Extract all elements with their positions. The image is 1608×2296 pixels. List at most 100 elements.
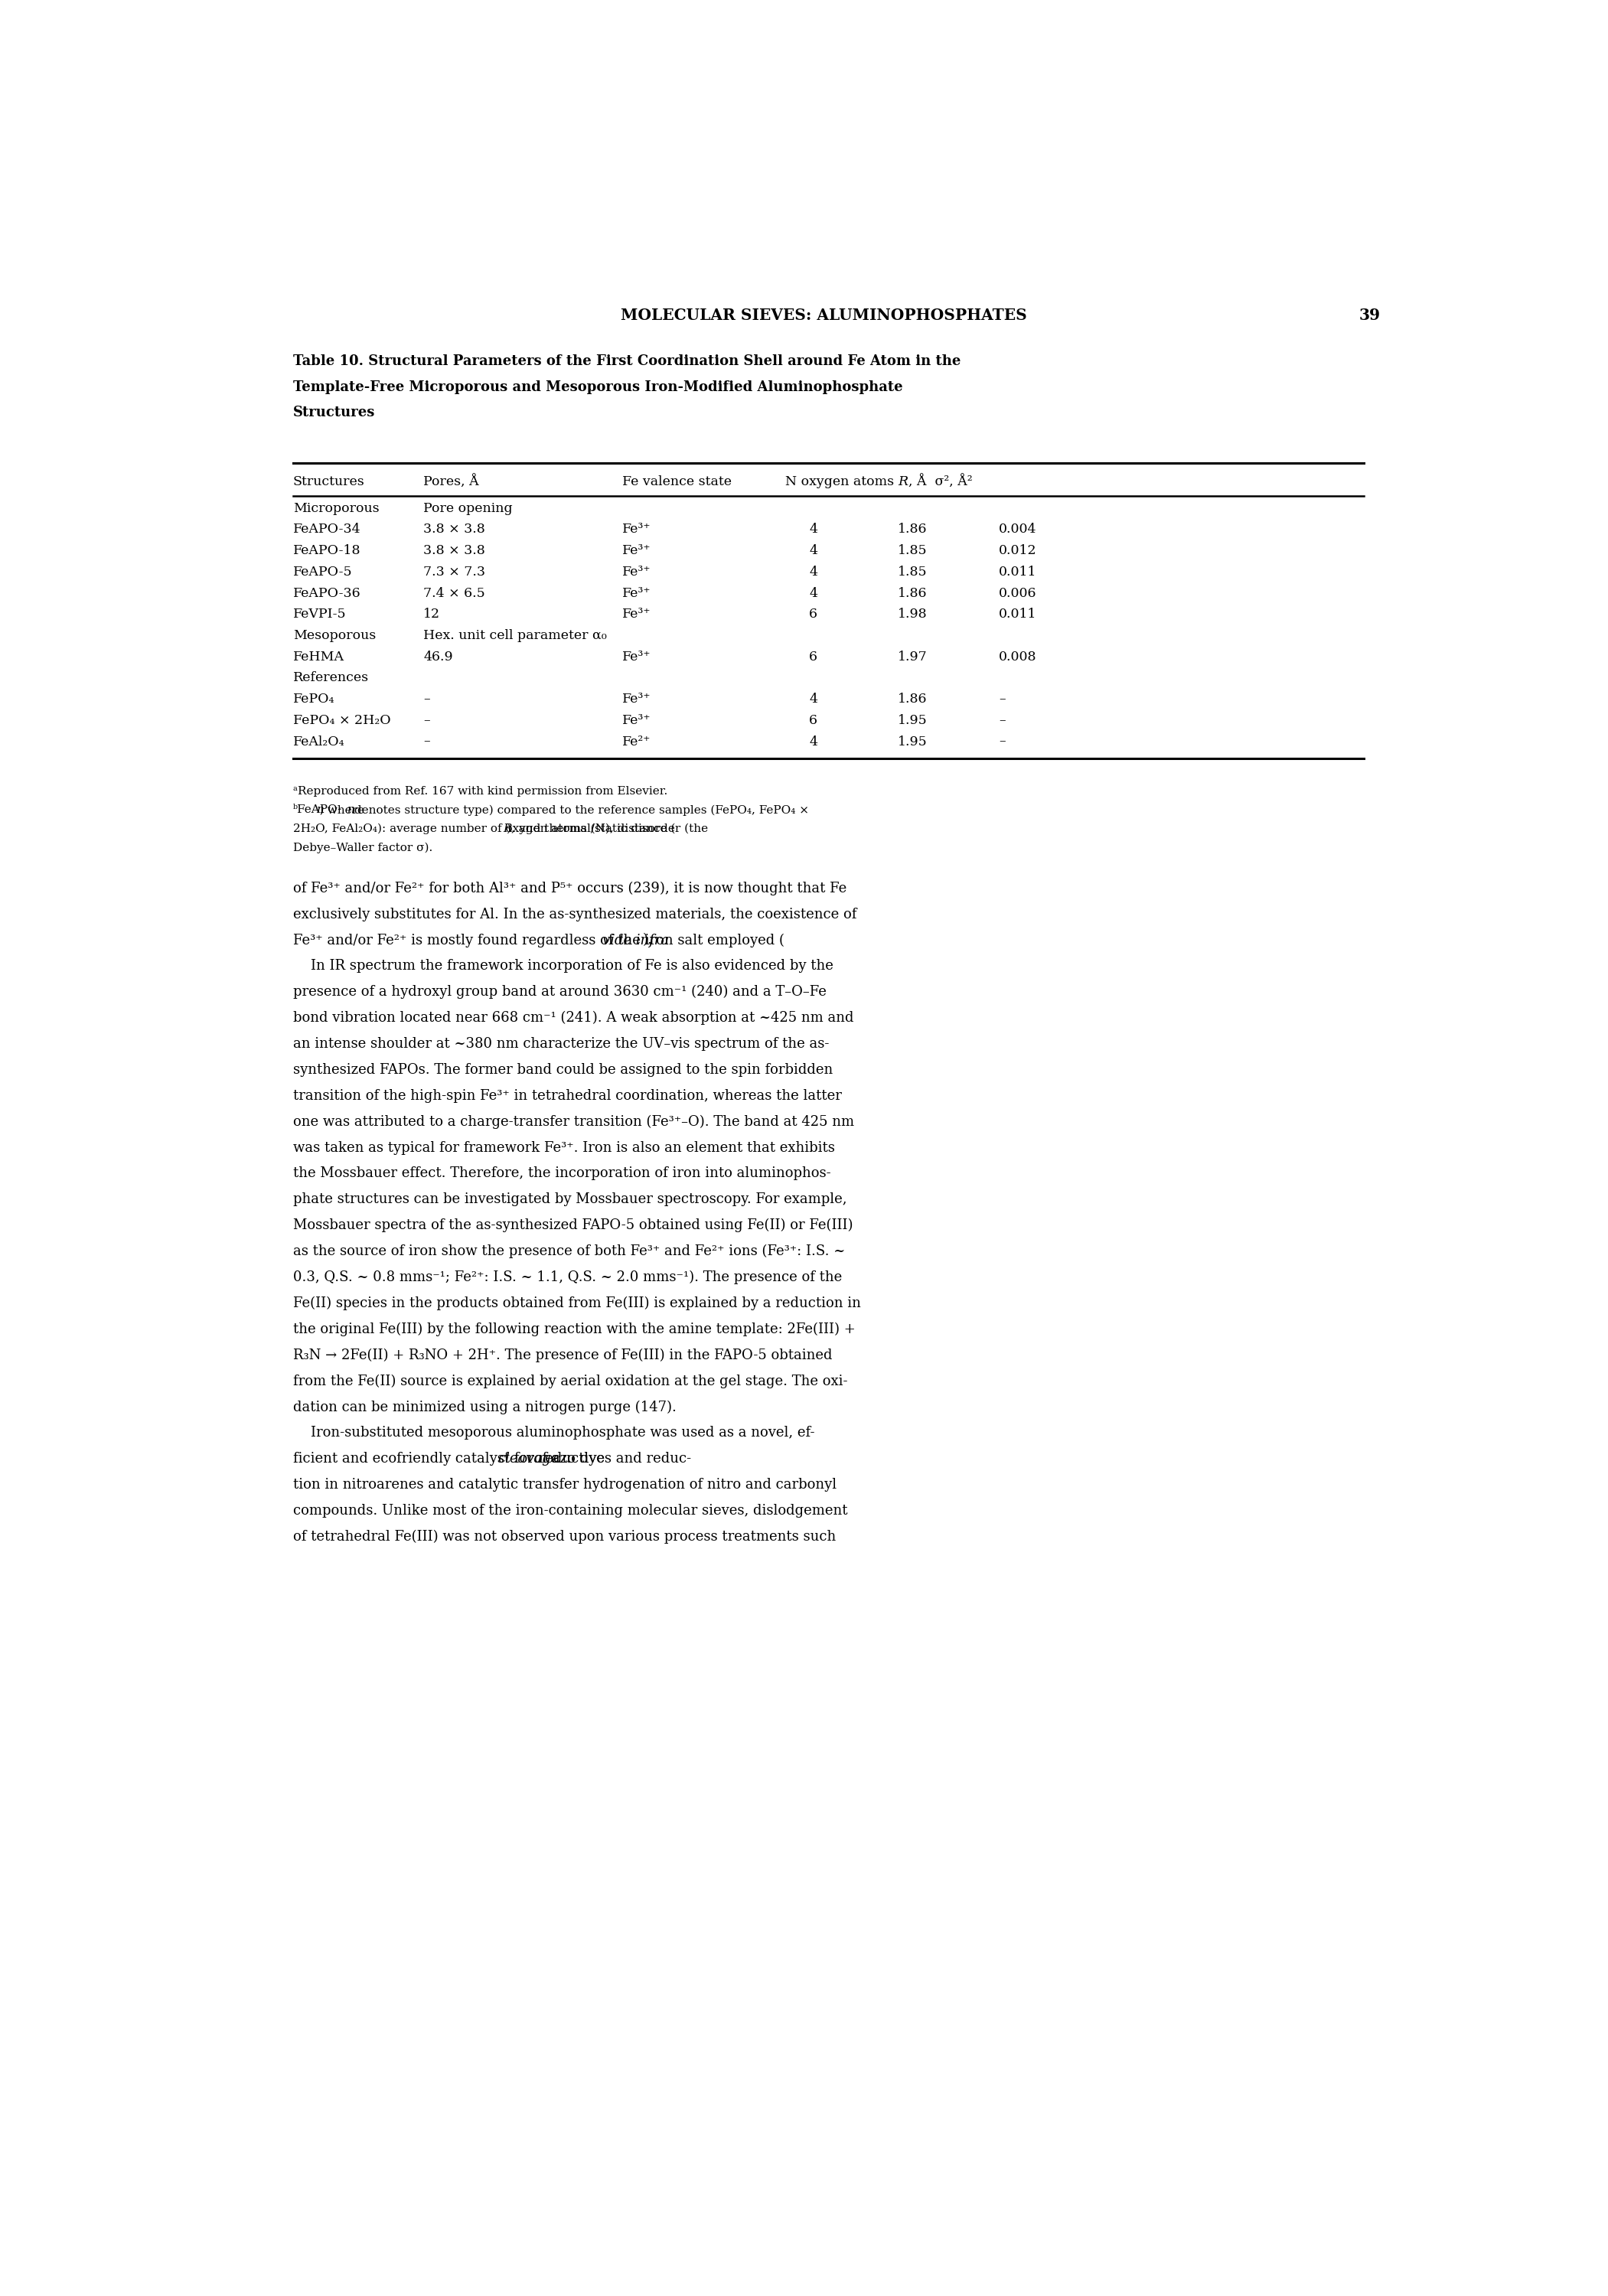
Text: Fe³⁺ and/or Fe²⁺ is mostly found regardless of the iron salt employed (: Fe³⁺ and/or Fe²⁺ is mostly found regardl…	[293, 932, 785, 948]
Text: 0.011: 0.011	[999, 565, 1037, 579]
Text: tion in nitroarenes and catalytic transfer hydrogenation of nitro and carbonyl: tion in nitroarenes and catalytic transf…	[293, 1479, 836, 1492]
Text: 3.8 × 3.8: 3.8 × 3.8	[423, 523, 486, 535]
Text: N oxygen atoms: N oxygen atoms	[785, 475, 894, 489]
Text: References: References	[293, 670, 368, 684]
Text: Pore opening: Pore opening	[423, 503, 513, 514]
Text: 4: 4	[809, 735, 817, 748]
Text: ᵃReproduced from Ref. 167 with kind permission from Elsevier.: ᵃReproduced from Ref. 167 with kind perm…	[293, 785, 667, 797]
Text: from the Fe(II) source is explained by aerial oxidation at the gel stage. The ox: from the Fe(II) source is explained by a…	[293, 1373, 847, 1389]
Text: Fe²⁺: Fe²⁺	[622, 735, 651, 748]
Text: Structures: Structures	[293, 406, 375, 420]
Text: bond vibration located near 668 cm⁻¹ (241). A weak absorption at ~425 nm and: bond vibration located near 668 cm⁻¹ (24…	[293, 1010, 854, 1024]
Text: 0.008: 0.008	[999, 650, 1037, 664]
Text: 4: 4	[809, 544, 817, 558]
Text: Hex. unit cell parameter α₀: Hex. unit cell parameter α₀	[423, 629, 606, 643]
Text: FePO₄: FePO₄	[293, 693, 334, 705]
Text: transition of the high-spin Fe³⁺ in tetrahedral coordination, whereas the latter: transition of the high-spin Fe³⁺ in tetr…	[293, 1088, 841, 1102]
Text: –: –	[999, 693, 1005, 705]
Text: FeAPO-5: FeAPO-5	[293, 565, 352, 579]
Text: 0.004: 0.004	[999, 523, 1037, 535]
Text: 0.011: 0.011	[999, 608, 1037, 620]
Text: 0.006: 0.006	[999, 588, 1037, 599]
Text: ), and thermal/static disorder (the: ), and thermal/static disorder (the	[507, 824, 708, 833]
Text: Mesoporous: Mesoporous	[293, 629, 376, 643]
Text: n: n	[347, 804, 355, 815]
Text: FeAPO-36: FeAPO-36	[293, 588, 360, 599]
Text: 1.95: 1.95	[897, 714, 928, 728]
Text: denotes structure type) compared to the reference samples (FePO₄, FePO₄ ×: denotes structure type) compared to the …	[351, 804, 809, 815]
Text: Structures: Structures	[293, 475, 365, 489]
Text: dation can be minimized using a nitrogen purge (147).: dation can be minimized using a nitrogen…	[293, 1401, 677, 1414]
Text: Fe valence state: Fe valence state	[622, 475, 732, 489]
Text: 1.98: 1.98	[897, 608, 928, 620]
Text: R: R	[897, 475, 909, 489]
Text: 1.97: 1.97	[897, 650, 928, 664]
Text: Template-Free Microporous and Mesoporous Iron-Modified Aluminophosphate: Template-Free Microporous and Mesoporous…	[293, 381, 902, 395]
Text: Fe³⁺: Fe³⁺	[622, 544, 651, 558]
Text: 7.4 × 6.5: 7.4 × 6.5	[423, 588, 486, 599]
Text: vide infra: vide infra	[603, 934, 669, 948]
Text: of azo dyes and reduc-: of azo dyes and reduc-	[529, 1451, 691, 1465]
Text: 1.95: 1.95	[897, 735, 928, 748]
Text: Fe³⁺: Fe³⁺	[622, 608, 651, 620]
Text: R: R	[503, 824, 511, 833]
Text: 39: 39	[1359, 308, 1380, 324]
Text: Fe³⁺: Fe³⁺	[622, 588, 651, 599]
Text: 4: 4	[809, 565, 817, 579]
Text: was taken as typical for framework Fe³⁺. Iron is also an element that exhibits: was taken as typical for framework Fe³⁺.…	[293, 1141, 835, 1155]
Text: FeAPO-18: FeAPO-18	[293, 544, 360, 558]
Text: 1.86: 1.86	[897, 523, 928, 535]
Text: Fe(II) species in the products obtained from Fe(III) is explained by a reduction: Fe(II) species in the products obtained …	[293, 1297, 860, 1311]
Text: 2H₂O, FeAl₂O₄): average number of oxygen atoms (N), distance (: 2H₂O, FeAl₂O₄): average number of oxygen…	[293, 824, 675, 833]
Text: of tetrahedral Fe(III) was not observed upon various process treatments such: of tetrahedral Fe(III) was not observed …	[293, 1529, 836, 1543]
Text: the Mossbauer effect. Therefore, the incorporation of iron into aluminophos-: the Mossbauer effect. Therefore, the inc…	[293, 1166, 831, 1180]
Text: MOLECULAR SIEVES: ALUMINOPHOSPHATES: MOLECULAR SIEVES: ALUMINOPHOSPHATES	[621, 308, 1028, 324]
Text: Mossbauer spectra of the as-synthesized FAPO-5 obtained using Fe(II) or Fe(III): Mossbauer spectra of the as-synthesized …	[293, 1219, 852, 1233]
Text: Debye–Waller factor σ).: Debye–Waller factor σ).	[293, 843, 433, 854]
Text: , where: , where	[320, 804, 368, 815]
Text: Fe³⁺: Fe³⁺	[622, 693, 651, 705]
Text: 4: 4	[809, 588, 817, 599]
Text: FeHMA: FeHMA	[293, 650, 344, 664]
Text: 3.8 × 3.8: 3.8 × 3.8	[423, 544, 486, 558]
Text: 1.86: 1.86	[897, 693, 928, 705]
Text: Fe³⁺: Fe³⁺	[622, 523, 651, 535]
Text: Table 10. Structural Parameters of the First Coordination Shell around Fe Atom i: Table 10. Structural Parameters of the F…	[293, 354, 960, 367]
Text: Pores, Å: Pores, Å	[423, 475, 479, 489]
Text: presence of a hydroxyl group band at around 3630 cm⁻¹ (240) and a T–O–Fe: presence of a hydroxyl group band at aro…	[293, 985, 827, 999]
Text: 12: 12	[423, 608, 441, 620]
Text: –: –	[423, 735, 429, 748]
Text: FeAPO-34: FeAPO-34	[293, 523, 360, 535]
Text: –: –	[999, 735, 1005, 748]
Text: cleavage: cleavage	[498, 1451, 560, 1465]
Text: 0.3, Q.S. ~ 0.8 mms⁻¹; Fe²⁺: I.S. ~ 1.1, Q.S. ~ 2.0 mms⁻¹). The presence of the: 0.3, Q.S. ~ 0.8 mms⁻¹; Fe²⁺: I.S. ~ 1.1,…	[293, 1270, 843, 1283]
Text: 1.85: 1.85	[897, 544, 928, 558]
Text: 4: 4	[809, 693, 817, 705]
Text: R₃N → 2Fe(II) + R₃NO + 2H⁺. The presence of Fe(III) in the FAPO-5 obtained: R₃N → 2Fe(II) + R₃NO + 2H⁺. The presence…	[293, 1348, 831, 1362]
Text: , Å  σ², Å²: , Å σ², Å²	[909, 475, 973, 489]
Text: Fe³⁺: Fe³⁺	[622, 714, 651, 728]
Text: 6: 6	[809, 608, 817, 620]
Text: synthesized FAPOs. The former band could be assigned to the spin forbidden: synthesized FAPOs. The former band could…	[293, 1063, 833, 1077]
Text: ficient and ecofriendly catalyst for reductive: ficient and ecofriendly catalyst for red…	[293, 1451, 609, 1465]
Text: 1.86: 1.86	[897, 588, 928, 599]
Text: n: n	[317, 804, 325, 815]
Text: In IR spectrum the framework incorporation of Fe is also evidenced by the: In IR spectrum the framework incorporati…	[293, 960, 833, 974]
Text: phate structures can be investigated by Mossbauer spectroscopy. For example,: phate structures can be investigated by …	[293, 1192, 847, 1205]
Text: ᵇFeAPO-: ᵇFeAPO-	[293, 804, 343, 815]
Text: the original Fe(III) by the following reaction with the amine template: 2Fe(III): the original Fe(III) by the following re…	[293, 1322, 855, 1336]
Text: Iron-substituted mesoporous aluminophosphate was used as a novel, ef-: Iron-substituted mesoporous aluminophosp…	[293, 1426, 815, 1440]
Text: one was attributed to a charge-transfer transition (Fe³⁺–O). The band at 425 nm: one was attributed to a charge-transfer …	[293, 1116, 854, 1130]
Text: ).: ).	[642, 934, 653, 948]
Text: Fe³⁺: Fe³⁺	[622, 650, 651, 664]
Text: exclusively substitutes for Al. In the as-synthesized materials, the coexistence: exclusively substitutes for Al. In the a…	[293, 907, 857, 921]
Text: an intense shoulder at ~380 nm characterize the UV–vis spectrum of the as-: an intense shoulder at ~380 nm character…	[293, 1038, 830, 1052]
Text: FeAl₂O₄: FeAl₂O₄	[293, 735, 344, 748]
Text: 4: 4	[809, 523, 817, 535]
Text: compounds. Unlike most of the iron-containing molecular sieves, dislodgement: compounds. Unlike most of the iron-conta…	[293, 1504, 847, 1518]
Text: of Fe³⁺ and/or Fe²⁺ for both Al³⁺ and P⁵⁺ occurs (239), it is now thought that F: of Fe³⁺ and/or Fe²⁺ for both Al³⁺ and P⁵…	[293, 882, 846, 895]
Text: Microporous: Microporous	[293, 503, 379, 514]
Text: 0.012: 0.012	[999, 544, 1037, 558]
Text: –: –	[999, 714, 1005, 728]
Text: 1.85: 1.85	[897, 565, 928, 579]
